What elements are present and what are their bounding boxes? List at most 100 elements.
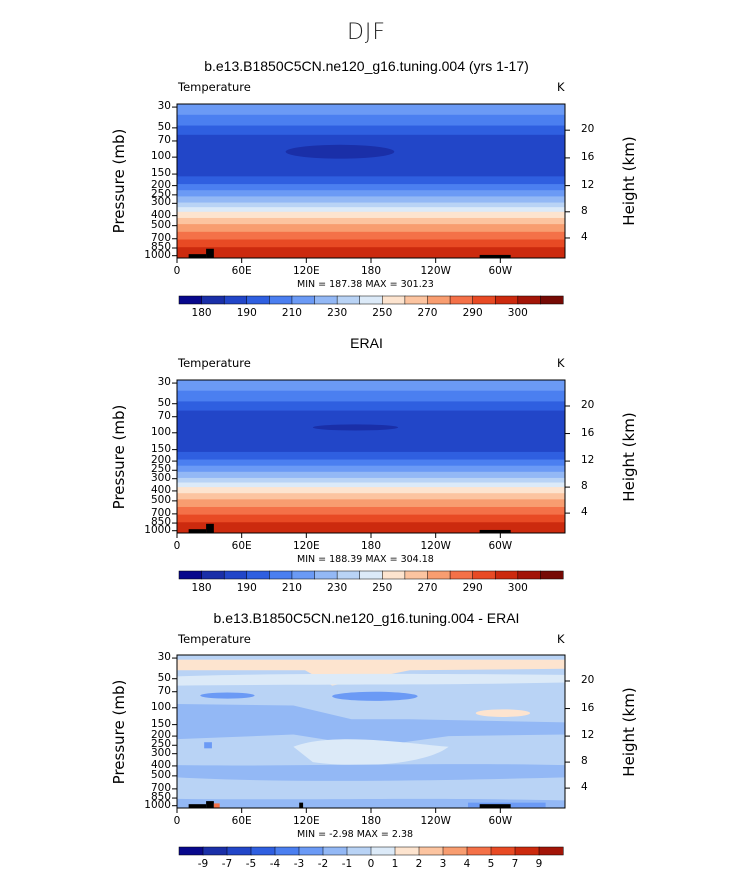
colorbar-segment (359, 295, 383, 305)
y-tick-label: 850 (150, 516, 171, 529)
cold-core-contour (285, 144, 395, 159)
contour-band (177, 247, 565, 254)
y-tick-label: 70 (157, 684, 171, 697)
colorbar-segment (442, 846, 468, 856)
colorbar-label: 270 (417, 307, 438, 319)
y-tick-label: 50 (157, 671, 171, 684)
topography-mask (188, 529, 207, 533)
colorbar-label: 250 (372, 307, 393, 319)
colorbar-segment (250, 846, 276, 856)
colorbar-label: -9 (197, 858, 209, 870)
y-right-tick-label: 12 (581, 729, 595, 742)
colorbar-label: 210 (281, 307, 302, 319)
variable-label: Temperature (178, 356, 251, 370)
colorbar (178, 295, 564, 305)
colorbar-label: 230 (327, 307, 348, 319)
colorbar-label: 300 (507, 307, 528, 319)
anomaly-contour (332, 691, 418, 701)
colorbar-segment (370, 846, 396, 856)
units-label: K (557, 632, 565, 646)
colorbar-segment (382, 295, 406, 305)
y-tick-label: 200 (150, 178, 171, 191)
anomaly-contour (177, 659, 565, 686)
colorbar-segment (404, 295, 429, 305)
x-tick-label: 60E (231, 265, 252, 277)
x-tick-label: 60E (231, 815, 252, 827)
y-right-tick-label: 4 (581, 230, 588, 243)
anomaly-contour (177, 703, 565, 747)
y-tick-label: 500 (150, 218, 171, 231)
y-tick-label: 1000 (144, 523, 171, 536)
contour-band (177, 176, 565, 185)
contour-band (177, 410, 565, 453)
colorbar-label: -5 (245, 858, 257, 870)
colorbar-segment (223, 570, 248, 580)
chart-title: b.e13.B1850C5CN.ne120_g16.tuning.004 - E… (213, 610, 520, 626)
contour-band (177, 477, 565, 484)
y-tick-label: 150 (150, 167, 171, 180)
y-tick-label: 250 (150, 738, 171, 751)
colorbar-label: 5 (487, 858, 495, 870)
y-tick-label: 700 (150, 231, 171, 244)
colorbar-segment (178, 570, 203, 580)
contour-plot (172, 103, 570, 263)
x-tick-label: 120E (292, 265, 320, 277)
colorbar-segment (472, 570, 496, 580)
units-label: K (557, 80, 565, 94)
colorbar-segment (517, 570, 541, 580)
y-axis-title: Pressure (mb) (110, 679, 128, 784)
contour-band (177, 514, 565, 523)
contour-band (177, 499, 565, 508)
colorbar-segment (226, 846, 252, 856)
colorbar-segment (336, 570, 361, 580)
contour-band (177, 207, 565, 213)
topography-mask (206, 248, 214, 258)
cold-core-contour (312, 424, 399, 431)
x-tick-label: 0 (173, 265, 181, 277)
colorbar-segment (298, 846, 324, 856)
y-tick-label: 700 (150, 781, 171, 794)
y-axis-title: Pressure (mb) (110, 128, 128, 234)
y-tick-label: 400 (150, 483, 171, 496)
colorbar-segment (336, 295, 361, 305)
x-tick-label: 60E (231, 540, 252, 552)
colorbar-label: 2 (415, 858, 423, 870)
colorbar-segment (538, 846, 564, 856)
chart-title: b.e13.B1850C5CN.ne120_g16.tuning.004 (yr… (204, 58, 529, 74)
colorbar-label: -4 (269, 858, 281, 870)
contour-band (177, 239, 565, 248)
colorbar-label: 300 (507, 582, 528, 594)
contour-band (177, 522, 565, 529)
colorbar-segment (202, 846, 228, 856)
colorbar-segment (540, 570, 564, 580)
colorbar-segment (269, 295, 293, 305)
colorbar-segment (540, 295, 564, 305)
colorbar-label: -7 (221, 858, 233, 870)
topography-mask (479, 254, 511, 258)
contour-band (177, 380, 565, 392)
colorbar-segment (490, 846, 516, 856)
y-right-axis-title: Height (km) (620, 136, 638, 226)
anomaly-contour (293, 739, 449, 766)
contour-band (177, 202, 565, 208)
y-right-tick-label: 16 (581, 701, 595, 714)
colorbar-segment (494, 570, 519, 580)
contour-band (177, 114, 565, 127)
colorbar-segment (178, 295, 203, 305)
y-tick-label: 400 (150, 208, 171, 221)
anomaly-contour (475, 709, 531, 717)
y-axis-title: Pressure (mb) (110, 404, 128, 509)
colorbar-label: 180 (191, 307, 212, 319)
x-tick-label: 60W (488, 265, 513, 277)
y-tick-label: 850 (150, 240, 171, 253)
contour-band (177, 253, 565, 259)
colorbar-label: -1 (341, 858, 353, 870)
colorbar-segment (418, 846, 444, 856)
variable-label: Temperature (178, 80, 251, 94)
colorbar-label: 4 (463, 858, 471, 870)
y-tick-label: 30 (157, 376, 171, 389)
anomaly-contour (188, 804, 207, 808)
x-tick-label: 120E (292, 540, 320, 552)
colorbar-segment (201, 295, 225, 305)
x-tick-label: 120W (420, 815, 451, 827)
